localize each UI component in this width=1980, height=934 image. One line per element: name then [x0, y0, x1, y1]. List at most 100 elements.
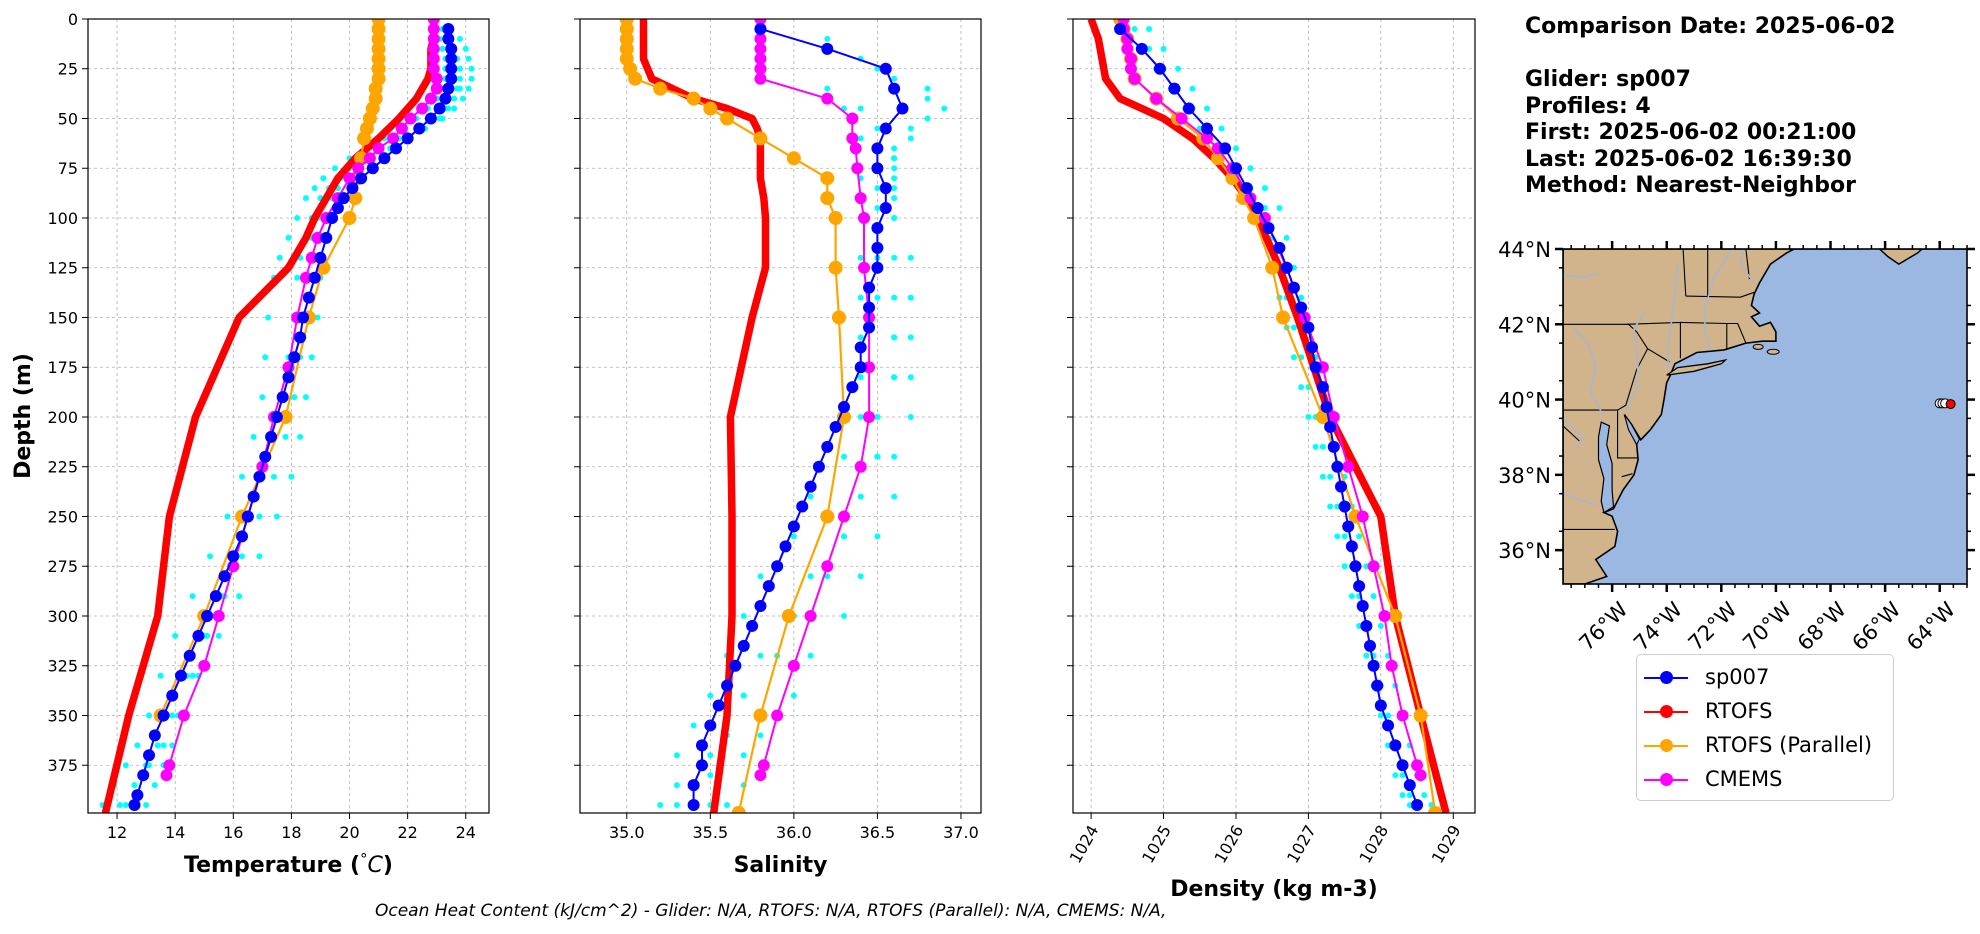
series-marker — [820, 509, 835, 524]
series-marker — [846, 132, 859, 145]
series-marker — [1331, 460, 1344, 473]
series-marker — [166, 689, 179, 702]
legend: sp007 RTOFS RTOFS (Parallel) CMEMS — [1636, 654, 1894, 801]
series-marker — [754, 42, 767, 55]
series-marker — [1201, 132, 1213, 145]
glider-profile-point — [172, 632, 179, 639]
glider-profile-point — [468, 65, 475, 72]
series-marker — [820, 171, 835, 186]
x-tick-label: 12 — [107, 823, 127, 842]
glider-profile-point — [874, 294, 881, 301]
series-marker — [371, 31, 386, 46]
glider-profile-point — [1385, 712, 1392, 719]
glider-profile-point — [857, 254, 864, 261]
glider-profile-point — [1319, 443, 1326, 450]
series-marker — [201, 609, 214, 622]
series-marker — [849, 142, 862, 155]
series-marker — [1413, 708, 1428, 723]
glider-profile-point — [891, 493, 898, 500]
series-marker — [854, 361, 867, 374]
glider-profile-point — [262, 354, 269, 361]
location-map: 44°N 42°N 40°N 38°N 36°N 76°W74°W72°W70°W68°W… — [1498, 238, 1975, 655]
series-marker — [687, 799, 700, 812]
series-marker — [439, 92, 452, 105]
series-marker — [430, 72, 443, 85]
series-marker — [442, 82, 455, 95]
series-marker — [687, 779, 700, 792]
series-marker — [282, 371, 295, 384]
glider-profile-point — [824, 573, 831, 580]
glider-profile-point — [1189, 85, 1196, 92]
glider-profile-point — [840, 533, 847, 540]
glider-profile-point — [657, 802, 664, 809]
series-marker — [771, 709, 784, 722]
series-marker — [137, 769, 150, 782]
glider-profile-point — [724, 802, 731, 809]
glider-profile-point — [740, 752, 747, 759]
glider-profile-point — [924, 95, 931, 102]
glider-profile-point — [907, 294, 914, 301]
glider-profile-point — [857, 413, 864, 420]
lat-tick-label: 44°N — [1498, 238, 1551, 262]
series-marker — [858, 261, 871, 274]
glider-profile-point — [314, 314, 321, 321]
map-inner — [1563, 249, 1967, 584]
glider-profile-point — [1312, 443, 1319, 450]
glider-profile-point — [239, 553, 246, 560]
method: Method: Nearest-Neighbor — [1525, 173, 1856, 198]
series-marker — [1356, 600, 1369, 613]
glider-profile-point — [273, 513, 280, 520]
series-marker — [331, 202, 344, 215]
axes-frame — [579, 18, 982, 814]
glider-profile-point — [265, 314, 272, 321]
series-marker — [854, 341, 867, 354]
glider-profile-point — [874, 125, 881, 132]
series-marker — [821, 92, 834, 105]
series-marker — [163, 759, 176, 772]
glider-profile-point — [157, 672, 164, 679]
series-marker — [754, 19, 767, 25]
series-marker — [427, 22, 440, 35]
series-marker — [1396, 709, 1409, 722]
legend-label: sp007 — [1705, 665, 1770, 689]
series-marker — [368, 81, 383, 96]
state-border — [1745, 249, 1750, 280]
series-marker — [357, 131, 372, 146]
series-marker — [259, 450, 272, 463]
glider-profile-point — [857, 334, 864, 341]
series-marker — [433, 102, 446, 115]
glider-profile-point — [297, 433, 304, 440]
x-axis-label-close: ) — [383, 853, 393, 878]
glider-profile-point — [673, 752, 680, 759]
glider-profile-point — [189, 672, 196, 679]
series-marker — [371, 61, 386, 76]
series-line — [1087, 19, 1450, 813]
series-marker — [183, 649, 196, 662]
series-marker — [288, 351, 301, 364]
y-tick-label: 150 — [47, 308, 78, 327]
series-marker — [1374, 699, 1387, 712]
series-marker — [247, 490, 260, 503]
series-marker — [1219, 142, 1232, 155]
x-tick-label: 24 — [456, 823, 476, 842]
series-marker — [787, 659, 800, 672]
nantucket — [1766, 348, 1780, 355]
series-marker — [305, 251, 318, 264]
glider-profile-point — [456, 65, 463, 72]
delaware-bay — [1623, 414, 1641, 446]
glider-profile-point — [456, 85, 463, 92]
plot-area — [619, 19, 948, 813]
series-marker — [416, 102, 429, 115]
series-marker — [1316, 381, 1329, 394]
glider-profile-point — [1356, 533, 1363, 540]
glider-profile-point — [857, 294, 864, 301]
series-marker — [1349, 560, 1362, 573]
legend-marker — [1660, 671, 1673, 684]
series-marker — [871, 221, 884, 234]
series-marker — [837, 401, 850, 414]
series-marker — [1342, 520, 1355, 533]
river — [1739, 249, 1755, 284]
state-border — [1685, 291, 1755, 298]
series-marker — [812, 460, 825, 473]
